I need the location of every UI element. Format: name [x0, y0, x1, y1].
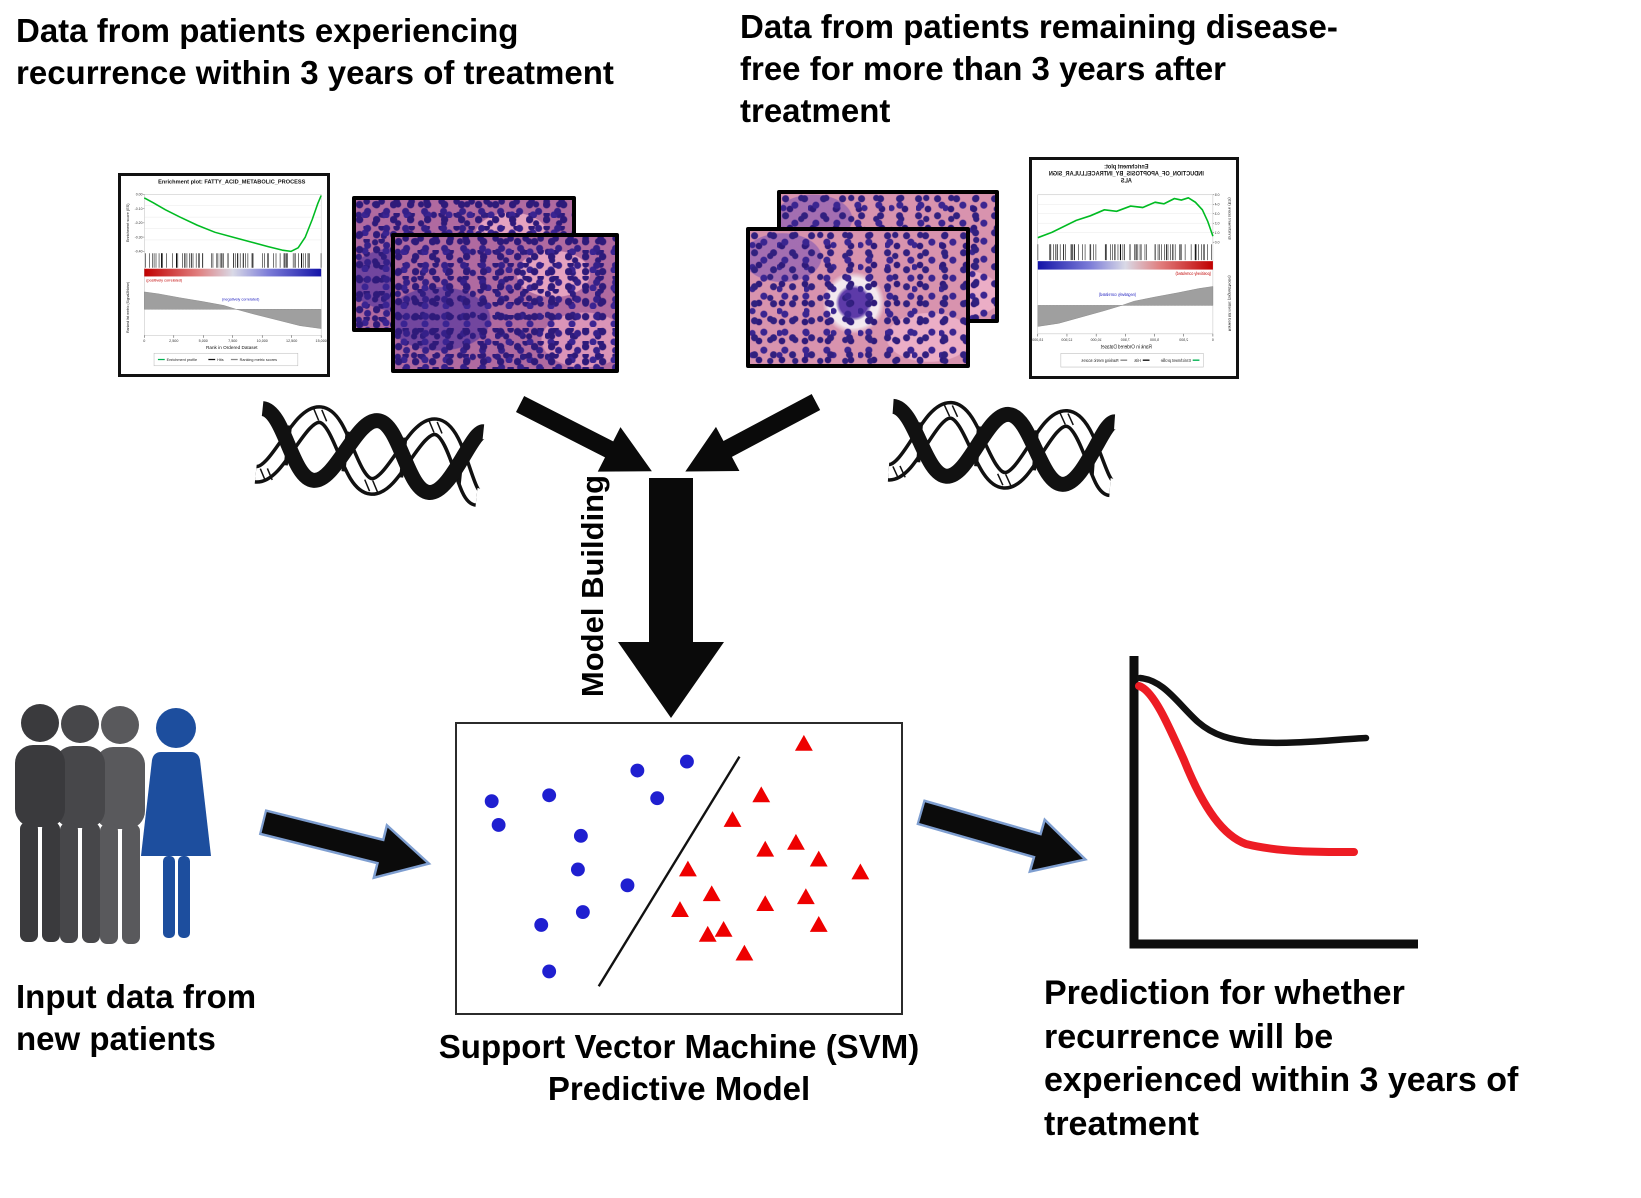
svg-text:Hits: Hits	[217, 358, 224, 362]
model-building-label: Model Building	[575, 474, 610, 698]
svg-text:Rank in Ordered Dataset: Rank in Ordered Dataset	[206, 345, 258, 350]
svg-text:-0.20: -0.20	[135, 221, 143, 225]
svg-text:0.00: 0.00	[136, 193, 143, 197]
svg-text:0: 0	[1212, 338, 1214, 342]
svg-text:Enrichment plot:: Enrichment plot:	[1104, 164, 1148, 170]
svg-text:(positively correlated): (positively correlated)	[146, 278, 183, 282]
prediction-plot	[1120, 652, 1422, 960]
svg-text:7,500: 7,500	[228, 339, 237, 343]
svg-text:10,000: 10,000	[257, 339, 268, 343]
female-patient-icon	[141, 708, 211, 938]
svg-text:Rank in Ordered Dataset: Rank in Ordered Dataset	[1100, 344, 1152, 350]
svg-text:0.1: 0.1	[1215, 231, 1220, 235]
svg-text:12,500: 12,500	[286, 339, 297, 343]
svg-text:0.0: 0.0	[1215, 240, 1220, 244]
svg-text:0.2: 0.2	[1215, 221, 1220, 225]
svg-text:0.4: 0.4	[1215, 202, 1220, 206]
dna-helix-icon	[886, 398, 1118, 498]
svm-caption: Support Vector Machine (SVM) Predictive …	[438, 1028, 920, 1108]
svg-text:Hits: Hits	[1134, 358, 1140, 363]
svg-text:Ranked list metric (Signal2Noi: Ranked list metric (Signal2Noise)	[1227, 275, 1231, 331]
svg-text:(negatively correlated): (negatively correlated)	[222, 298, 260, 302]
enrichment-plot-right-svg: Enrichment plot:INDUCTION_OF_APOPTOSIS_B…	[1032, 164, 1232, 368]
converge-arrow-right-icon	[685, 394, 821, 472]
svg-text:-0.30: -0.30	[135, 235, 143, 239]
svg-text:INDUCTION_OF_APOPTOSIS_BY_INTR: INDUCTION_OF_APOPTOSIS_BY_INTRACELLULAR_…	[1049, 171, 1204, 177]
prediction-plot-svg	[1129, 656, 1418, 949]
svg-text:(positively correlated): (positively correlated)	[1175, 271, 1211, 276]
converge-arrow-left-icon	[515, 395, 652, 472]
svg-text:15,000: 15,000	[1032, 338, 1043, 342]
svg-text:5,000: 5,000	[199, 339, 208, 343]
dna-helix-icon	[254, 401, 486, 507]
svg-text:2,500: 2,500	[169, 339, 178, 343]
svg-text:Enrichment profile: Enrichment profile	[1161, 358, 1191, 363]
svg-text:-0.10: -0.10	[135, 207, 143, 211]
svg-text:12,500: 12,500	[1061, 338, 1072, 342]
svg-text:-0.40: -0.40	[135, 250, 143, 254]
svg-text:Ranking metric scores: Ranking metric scores	[240, 358, 277, 362]
patients-group-icon	[15, 704, 211, 944]
enrichment-plot-right-mirrored: Enrichment plot: INDUCTION_OF_APOPTOSIS_B…	[1029, 157, 1239, 379]
svg-text:2,500: 2,500	[1179, 338, 1188, 342]
model-building-arrow-icon	[618, 478, 724, 718]
heading-recurrence-data: Data from patients experiencing recurren…	[16, 12, 614, 92]
svg-text:5,000: 5,000	[1150, 338, 1159, 342]
svg-text:Enrichment score (ES): Enrichment score (ES)	[125, 203, 130, 242]
svg-text:Enrichment profile: Enrichment profile	[167, 358, 197, 362]
svm-scatter	[484, 734, 870, 987]
svg-text:Ranking metric scores: Ranking metric scores	[1081, 358, 1118, 363]
svg-text:(negatively correlated): (negatively correlated)	[1098, 292, 1136, 297]
enrichment-plot-left: Enrichment plot: FATTY_ACID_METABOLIC_PR…	[118, 173, 330, 377]
svg-text:ALS: ALS	[1121, 178, 1132, 184]
input-caption: Input data from new patients	[16, 978, 257, 1058]
svg-text:Enrichment score (ES): Enrichment score (ES)	[1227, 197, 1232, 240]
heading-disease-free-data: Data from patients remaining disease- fr…	[740, 8, 1338, 130]
svg-text:7,500: 7,500	[1121, 338, 1130, 342]
prediction-caption: Prediction for whether recurrence will b…	[1044, 974, 1519, 1143]
enrichment-plot-left-svg: Enrichment plot: FATTY_ACID_METABOLIC_PR…	[125, 180, 327, 367]
svg-text:0.5: 0.5	[1215, 193, 1220, 197]
svg-text:15,000: 15,000	[316, 339, 327, 343]
histology-image-diseasefree-front	[746, 227, 970, 368]
svg-text:0: 0	[143, 339, 145, 343]
svg-text:Enrichment plot: FATTY_ACID_ME: Enrichment plot: FATTY_ACID_METABOLIC_PR…	[158, 180, 306, 186]
svm-plot	[455, 722, 903, 1015]
histology-image-recurrence-front	[391, 233, 619, 373]
input-arrow-icon	[258, 809, 432, 880]
svg-text:10,000: 10,000	[1091, 338, 1102, 342]
svg-text:0.3: 0.3	[1215, 212, 1220, 216]
svg-text:Ranked list metric (Signal2Noi: Ranked list metric (Signal2Noise)	[126, 282, 130, 333]
output-arrow-icon	[916, 799, 1088, 874]
